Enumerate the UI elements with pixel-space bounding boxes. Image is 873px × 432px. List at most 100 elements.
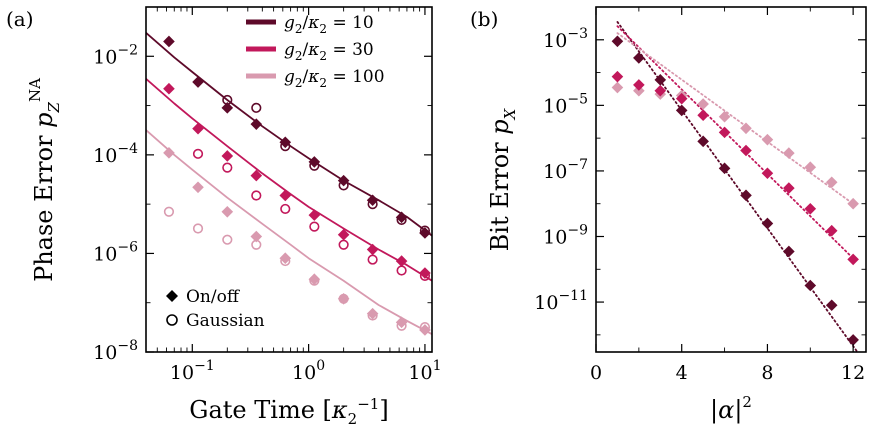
- y-tick-label: 10−11: [534, 288, 588, 314]
- bit-error-point: [718, 110, 731, 123]
- bit-error-point: [697, 98, 709, 110]
- onoff-point: [366, 194, 379, 207]
- panel-a-label: (a): [6, 7, 34, 31]
- gaussian-point: [396, 265, 407, 276]
- panel-b-plot-area: [611, 21, 859, 352]
- panel-a-y-axis-label: Phase Error pZNA: [26, 78, 63, 282]
- y-tick-label: 10−7: [543, 157, 588, 183]
- fit-line-series-1: [146, 78, 432, 282]
- x-tick-label: 101: [408, 358, 441, 384]
- bit-error-point: [675, 104, 688, 117]
- y-tick-label: 10−8: [93, 338, 138, 364]
- y-tick-label: 10−2: [93, 42, 138, 68]
- panel-b-axes: 0 4 8 12 10−3 10−5 10−7 10−9 10−11: [534, 6, 866, 384]
- panel-a-axes-frame: [145, 6, 433, 353]
- gaussian-point: [163, 206, 175, 217]
- bit-error-point: [761, 217, 774, 230]
- bit-error-point: [761, 167, 774, 180]
- panel-b-x-axis-label: |α|2: [710, 393, 752, 425]
- gaussian-point: [309, 221, 320, 232]
- fit-line-series-2: [146, 129, 432, 335]
- panel-b-y-axis-label: Bit Error pX: [486, 107, 519, 251]
- onoff-point: [419, 227, 431, 239]
- fit-line-series-0: [146, 32, 432, 237]
- legend-entry-label: g2/κ2 = 100: [284, 67, 385, 90]
- panel-a-axes: 10−1 100 101 10−2 10−4 10−6 10−8: [93, 6, 441, 384]
- onoff-point: [250, 118, 263, 130]
- bit-error-point: [761, 133, 774, 146]
- y-tick-label: 10−5: [543, 91, 588, 117]
- panel-a-plot-area: [146, 32, 432, 336]
- bit-error-point: [611, 35, 624, 48]
- onoff-point: [163, 82, 175, 95]
- onoff-point: [337, 228, 350, 241]
- panel-b-bit-error: (b) 0 4 8 12 10−3 10−5 10−7 10−9 10−11 |α|2 Bit …: [470, 6, 867, 425]
- bit-error-point: [654, 74, 667, 86]
- bit-error-point: [783, 245, 795, 258]
- bit-error-point: [847, 334, 859, 346]
- x-tick-label: 12: [841, 362, 865, 384]
- gaussian-point: [222, 162, 233, 173]
- asymptotic-fit-line-1: [616, 25, 859, 264]
- bit-error-point: [804, 161, 817, 173]
- panel-b-axes-frame: [595, 6, 867, 353]
- gaussian-point: [251, 102, 262, 113]
- bit-error-point: [718, 126, 731, 139]
- y-tick-label: 10−3: [543, 26, 588, 52]
- gaussian-point: [280, 203, 291, 215]
- bit-error-point: [825, 299, 838, 312]
- legend-entry-label: g2/κ2 = 10: [284, 13, 374, 36]
- x-tick-label: 0: [590, 362, 602, 384]
- onoff-point: [163, 147, 175, 159]
- onoff-point: [308, 156, 321, 168]
- bit-error-point: [783, 182, 795, 194]
- gaussian-point: [222, 234, 233, 245]
- onoff-point: [221, 205, 234, 218]
- bit-error-point: [847, 197, 859, 210]
- filled-diamond-icon: [166, 290, 178, 302]
- onoff-point: [395, 255, 408, 267]
- onoff-point: [279, 136, 292, 149]
- panel-b-label: (b): [470, 7, 498, 31]
- onoff-point: [279, 252, 292, 265]
- onoff-point: [279, 189, 292, 202]
- asymptotic-fit-line-0: [616, 21, 859, 352]
- bit-error-point: [611, 81, 624, 94]
- gaussian-point: [338, 239, 349, 250]
- y-tick-label: 10−9: [543, 222, 588, 248]
- bit-error-point: [825, 176, 838, 189]
- onoff-point: [250, 169, 263, 182]
- bit-error-point: [825, 224, 838, 237]
- onoff-point: [163, 35, 175, 48]
- gaussian-point: [367, 254, 378, 265]
- bit-error-point: [783, 147, 795, 159]
- onoff-point: [366, 307, 379, 320]
- onoff-point: [221, 102, 234, 114]
- panel-a-x-axis-label: Gate Time [κ2−1]: [189, 395, 388, 428]
- bit-error-point: [740, 144, 752, 157]
- gaussian-point: [192, 223, 204, 234]
- onoff-point: [419, 324, 431, 336]
- x-tick-label: 10−1: [170, 358, 215, 384]
- asymptotic-fit-line-2: [616, 32, 859, 208]
- bit-error-point: [740, 189, 752, 202]
- onoff-point: [192, 122, 204, 135]
- bit-error-point: [633, 79, 645, 91]
- panel-a-series: [146, 32, 432, 336]
- bit-error-point: [804, 202, 817, 215]
- onoff-point: [308, 273, 321, 285]
- bit-error-point: [697, 109, 709, 122]
- onoff-point: [192, 181, 204, 194]
- bit-error-point: [633, 52, 645, 64]
- onoff-point: [337, 293, 350, 305]
- x-tick-label: 100: [292, 358, 325, 384]
- bit-error-point: [675, 92, 688, 105]
- panel-a-legend: g2/κ2 = 10 g2/κ2 = 30 g2/κ2 = 100 On/off Gau…: [166, 13, 385, 331]
- onoff-point: [419, 267, 431, 279]
- gaussian-point: [251, 190, 262, 201]
- bit-error-point: [847, 253, 859, 266]
- gaussian-point: [192, 148, 204, 159]
- bit-error-point: [611, 70, 624, 83]
- x-tick-label: 8: [761, 362, 773, 384]
- panel-b-series: [611, 21, 859, 352]
